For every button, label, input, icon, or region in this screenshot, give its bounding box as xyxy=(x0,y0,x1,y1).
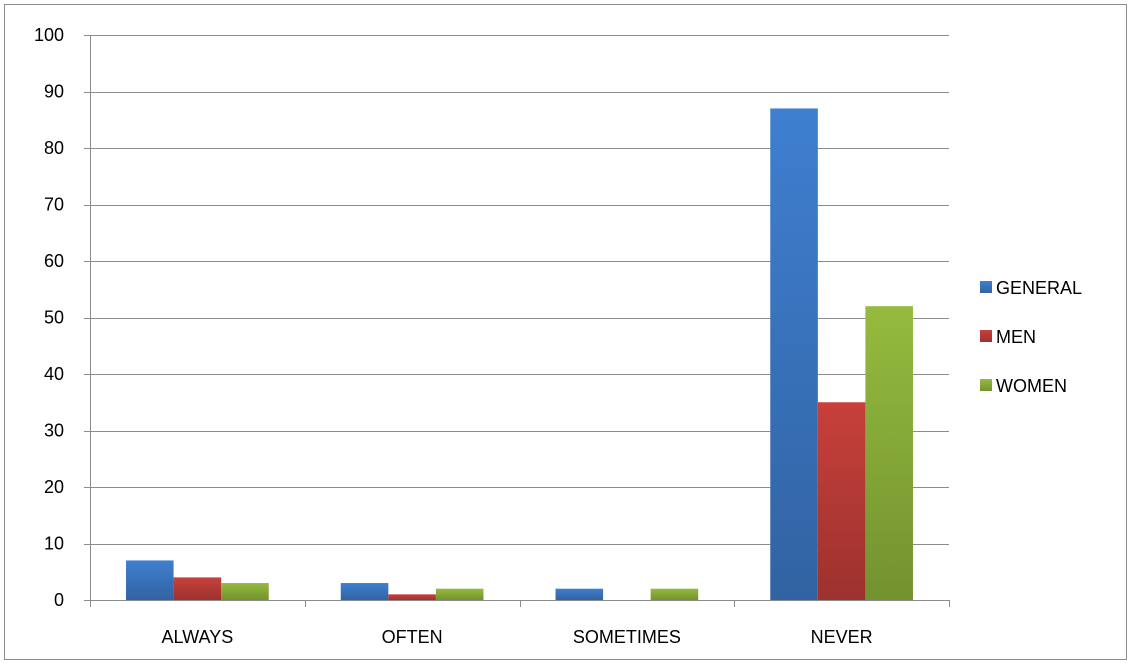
x-tick-label-never: NEVER xyxy=(811,627,873,647)
x-tick-label-always: ALWAYS xyxy=(162,627,234,647)
legend-swatch-general xyxy=(980,281,992,293)
bar-women-often xyxy=(435,588,484,600)
bar-women-never xyxy=(865,306,913,600)
y-tick-label: 0 xyxy=(54,590,64,610)
y-tick-label: 90 xyxy=(44,82,64,102)
legend-label-men: MEN xyxy=(996,327,1036,347)
x-tick-label-often: OFTEN xyxy=(382,627,443,647)
bar-general-sometimes xyxy=(555,588,604,600)
y-tick-label: 70 xyxy=(44,195,64,215)
bar-general-never xyxy=(770,108,818,600)
bar-men-often xyxy=(388,594,436,600)
y-tick-label: 100 xyxy=(34,25,64,45)
legend: GENERAL MEN WOMEN xyxy=(980,278,1082,396)
bar-women-sometimes xyxy=(650,588,699,600)
y-tick-label: 40 xyxy=(44,364,64,384)
x-tick-labels: ALWAYS OFTEN SOMETIMES NEVER xyxy=(162,627,873,647)
bar-men-always xyxy=(173,577,222,600)
legend-swatch-men xyxy=(980,330,992,342)
y-tick-label: 30 xyxy=(44,421,64,441)
bar-men-never xyxy=(817,402,866,600)
bar-general-always xyxy=(126,560,174,600)
bars xyxy=(126,108,913,600)
chart-frame xyxy=(4,4,1127,660)
legend-label-women: WOMEN xyxy=(996,376,1067,396)
y-tick-labels: 0 10 20 30 40 50 60 70 80 90 100 xyxy=(34,25,64,610)
bar-women-always xyxy=(221,583,269,600)
y-tick-label: 20 xyxy=(44,477,64,497)
y-tick-label: 10 xyxy=(44,534,64,554)
axes xyxy=(84,35,950,607)
legend-swatch-women xyxy=(980,379,992,391)
y-tick-label: 80 xyxy=(44,138,64,158)
legend-label-general: GENERAL xyxy=(996,278,1082,298)
x-tick-label-sometimes: SOMETIMES xyxy=(573,627,681,647)
y-tick-label: 60 xyxy=(44,251,64,271)
y-tick-label: 50 xyxy=(44,308,64,328)
bar-general-often xyxy=(340,583,389,600)
